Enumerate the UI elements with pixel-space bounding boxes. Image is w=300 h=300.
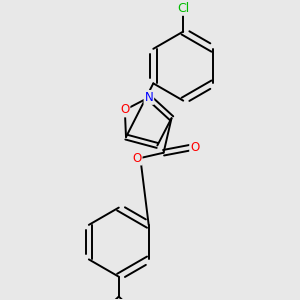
Text: N: N [145,91,153,104]
Text: Cl: Cl [177,2,189,15]
Text: O: O [120,103,129,116]
Text: O: O [132,152,142,164]
Text: O: O [190,141,200,154]
